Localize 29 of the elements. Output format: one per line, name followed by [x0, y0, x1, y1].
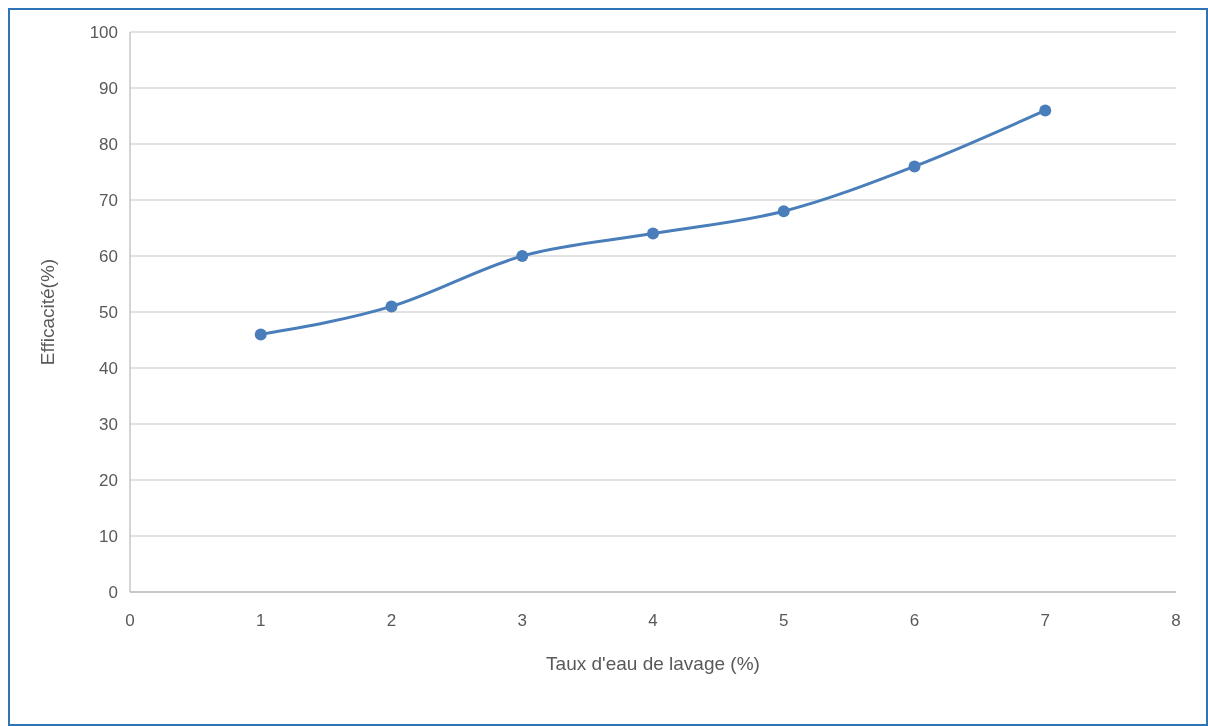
x-tick-label: 4: [648, 611, 658, 630]
y-tick-label: 10: [99, 526, 118, 546]
x-tick-label: 5: [779, 611, 789, 630]
x-tick-label: 7: [1040, 611, 1050, 630]
x-tick-label: 8: [1171, 611, 1181, 630]
y-tick-label: 20: [99, 470, 118, 490]
point: [777, 205, 790, 218]
x-tick-label: 0: [125, 611, 135, 630]
x-tick-label: 3: [517, 611, 527, 630]
point: [1039, 104, 1052, 117]
y-axis-title: Efficacité(%): [37, 258, 58, 366]
y-tick-label: 70: [99, 190, 118, 210]
point: [647, 227, 659, 240]
y-tick-label: 40: [99, 358, 118, 378]
y-tick-label: 30: [99, 414, 118, 434]
y-tick-label: 0: [108, 582, 118, 602]
y-tick-label: 80: [99, 134, 118, 154]
x-tick-label: 6: [909, 611, 920, 630]
y-tick-label: 100: [89, 22, 118, 42]
y-tick-label: 90: [99, 78, 118, 98]
point: [908, 160, 921, 173]
y-tick-label: 60: [99, 246, 118, 266]
point: [385, 300, 398, 313]
point: [516, 250, 529, 262]
y-tick-label: 50: [99, 302, 118, 322]
point: [254, 328, 267, 341]
x-axis-title: Taux d'eau de lavage (%): [546, 653, 760, 674]
x-tick-label: 1: [256, 611, 266, 630]
x-tick-label: 2: [386, 611, 397, 630]
